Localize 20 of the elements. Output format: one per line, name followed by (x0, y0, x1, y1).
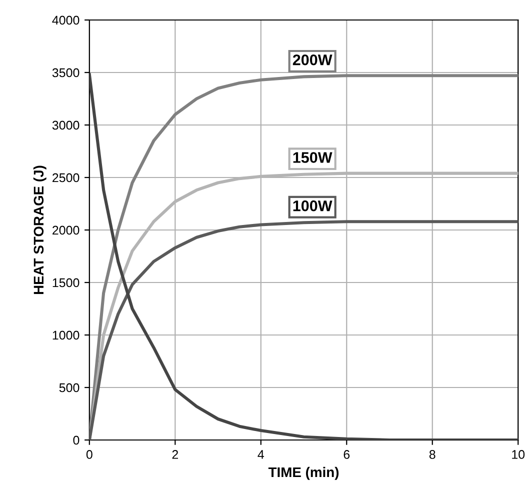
series-label: 150W (293, 152, 332, 163)
y-tick-label: 1500 (52, 278, 80, 288)
x-tick-label: 0 (86, 450, 92, 459)
series-label: 100W (293, 200, 332, 212)
x-tick-label: 2 (172, 450, 178, 459)
y-tick-label: 4000 (52, 16, 80, 25)
y-tick-label: 2500 (52, 173, 80, 182)
x-tick-label: 8 (429, 450, 436, 459)
x-axis-title: TIME (min) (268, 466, 339, 480)
x-tick-label: 6 (344, 450, 350, 459)
y-axis-title: HEAT STORAGE (J) (33, 166, 46, 294)
y-tick-label: 1000 (52, 330, 80, 340)
y-tick-label: 3500 (52, 68, 80, 78)
y-tick-label: 2000 (52, 226, 80, 235)
x-tick-label: 10 (512, 450, 525, 459)
series-label: 200W (292, 54, 332, 66)
y-tick-label: 3000 (52, 120, 80, 130)
y-tick-label: 0 (73, 436, 80, 445)
x-tick-label: 4 (258, 450, 264, 459)
y-tick-label: 500 (59, 383, 80, 392)
